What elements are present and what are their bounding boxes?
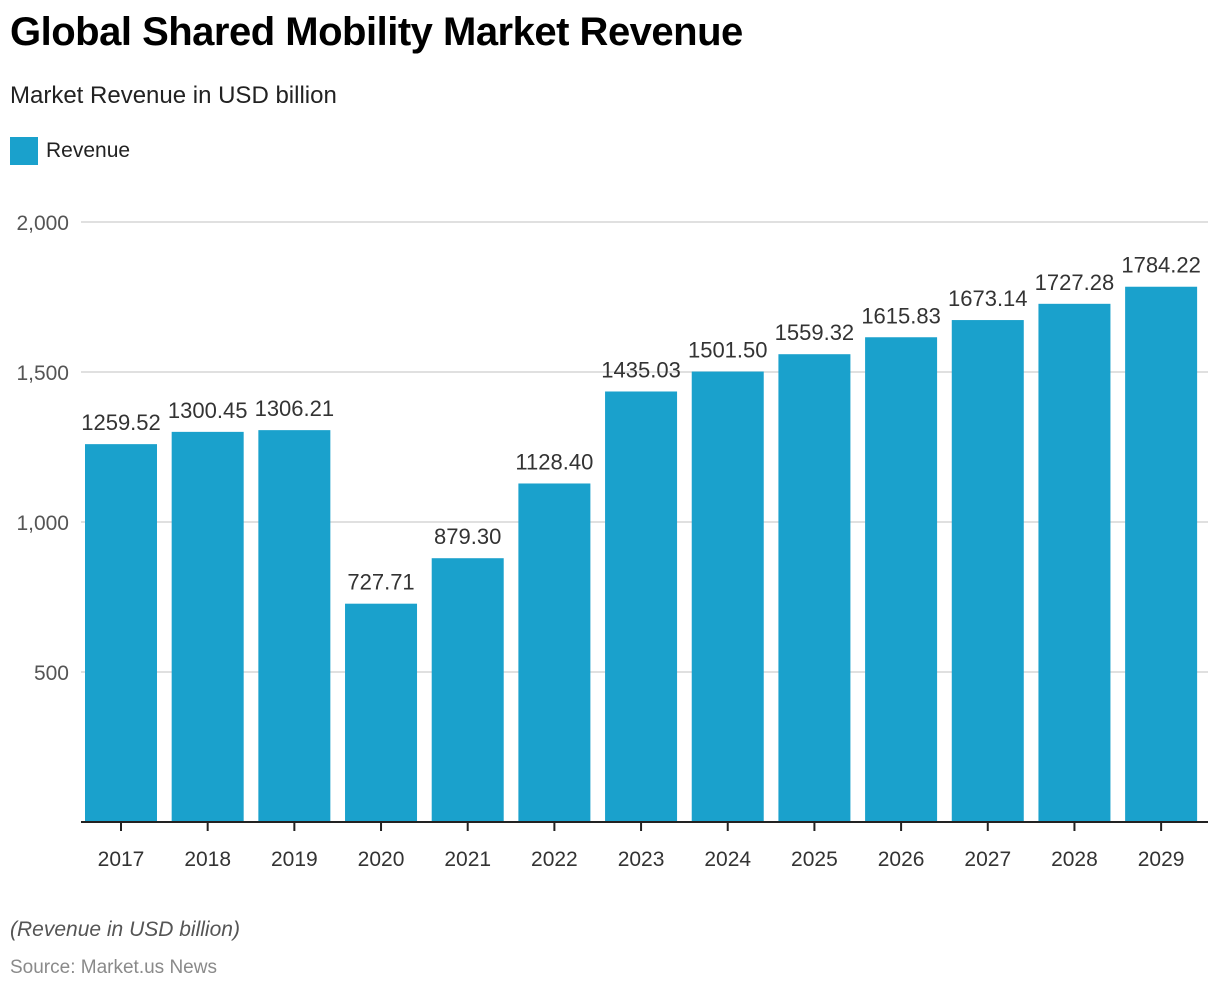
bar-2017	[85, 444, 157, 822]
bar-2026	[865, 337, 938, 822]
footnote: (Revenue in USD billion)	[10, 918, 240, 941]
legend-swatch-revenue	[10, 137, 38, 165]
x-tick-label-2028: 2028	[1051, 848, 1098, 871]
x-tick-label-2023: 2023	[618, 848, 665, 871]
bars	[85, 286, 1198, 822]
source-credit: Source: Market.us News	[10, 957, 217, 978]
data-label-2021: 879.30	[434, 524, 501, 549]
y-tick-label: 1,000	[16, 512, 69, 535]
x-axis: 2017 2018 2019 2020 2021 2022 2023 2024 2025 2026…	[81, 821, 1208, 871]
data-labels: 1259.52 1300.45 1306.21 727.71 879.30 1128.40…	[81, 253, 1201, 595]
x-tick-label-2018: 2018	[184, 848, 231, 871]
data-label-2027: 1673.14	[948, 286, 1028, 311]
x-tick-label-2022: 2022	[531, 848, 578, 871]
chart-subtitle: Market Revenue in USD billion	[10, 82, 337, 109]
bar-2029	[1125, 286, 1198, 822]
data-label-2025: 1559.32	[775, 320, 855, 345]
x-tick-label-2026: 2026	[878, 848, 925, 871]
bar-2023	[605, 391, 678, 822]
bar-2019	[258, 430, 331, 822]
bar-2024	[691, 371, 764, 822]
bar-2028	[1038, 303, 1111, 822]
data-label-2019: 1306.21	[255, 396, 335, 421]
x-tick-label-2029: 2029	[1138, 848, 1185, 871]
y-tick-label: 2,000	[16, 212, 69, 235]
data-label-2026: 1615.83	[861, 303, 941, 328]
bar-2018	[171, 431, 244, 822]
x-tick-label-2019: 2019	[271, 848, 318, 871]
chart-title: Global Shared Mobility Market Revenue	[10, 10, 743, 54]
bar-2027	[951, 320, 1024, 822]
data-label-2020: 727.71	[347, 570, 414, 595]
x-tick-label-2020: 2020	[358, 848, 405, 871]
data-label-2028: 1727.28	[1035, 270, 1115, 295]
bar-2020	[345, 603, 418, 822]
data-label-2017: 1259.52	[81, 410, 161, 435]
bar-2025	[778, 354, 851, 822]
bar-2022	[518, 483, 591, 822]
y-tick-label: 500	[34, 662, 69, 685]
legend-label-revenue: Revenue	[46, 139, 131, 162]
data-label-2018: 1300.45	[168, 398, 248, 423]
y-axis-tick-labels: 500 1,000 1,500 2,000	[16, 212, 69, 685]
legend: Revenue	[10, 137, 130, 165]
data-label-2029: 1784.22	[1121, 253, 1201, 278]
x-tick-label-2027: 2027	[964, 848, 1011, 871]
data-label-2023: 1435.03	[601, 357, 681, 382]
x-tick-label-2017: 2017	[98, 848, 145, 871]
x-tick-label-2025: 2025	[791, 848, 838, 871]
x-tick-label-2024: 2024	[704, 848, 751, 871]
y-tick-label: 1,500	[16, 362, 69, 385]
x-tick-label-2021: 2021	[444, 848, 491, 871]
bar-2021	[431, 558, 504, 822]
data-label-2024: 1501.50	[688, 338, 768, 363]
data-label-2022: 1128.40	[515, 449, 593, 474]
